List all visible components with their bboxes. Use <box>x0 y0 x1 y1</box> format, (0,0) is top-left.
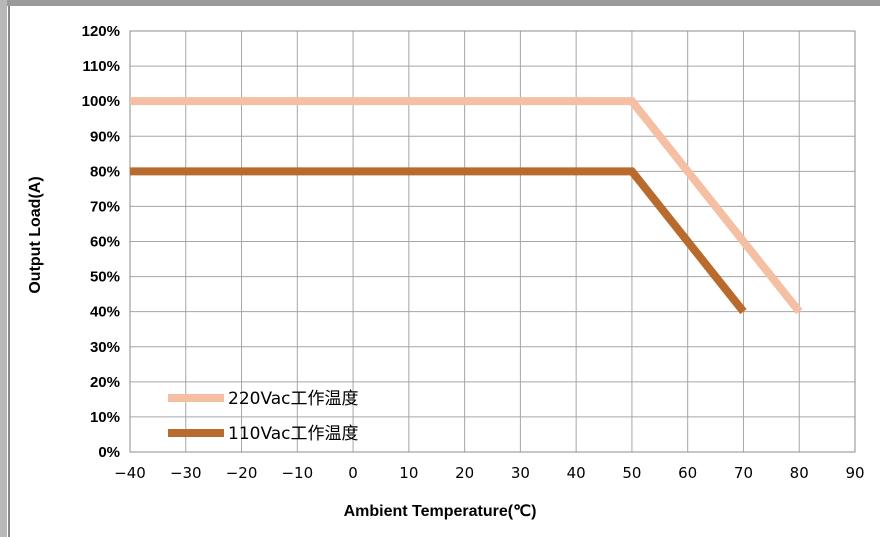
x-tick-label: −10 <box>281 464 313 482</box>
y-tick-label: 120% <box>82 23 120 40</box>
x-axis-title: Ambient Temperature(℃) <box>344 503 537 520</box>
x-tick-label: 30 <box>511 464 530 482</box>
series-line-220vac <box>130 97 803 315</box>
y-tick-label: 10% <box>90 409 120 426</box>
frame-left-border <box>0 0 7 537</box>
x-tick-label: 40 <box>567 464 586 482</box>
x-axis-ticks: −40 −30 −20 −10 0 10 20 30 40 50 60 70 80 90 <box>114 464 864 482</box>
x-tick-label: 10 <box>399 464 418 482</box>
x-tick-label: −40 <box>114 464 146 482</box>
legend-label-220vac: 220Vac工作温度 <box>228 389 359 409</box>
y-tick-label: 70% <box>90 198 120 215</box>
y-tick-label: 50% <box>90 269 120 286</box>
series-line-110vac <box>130 167 747 315</box>
y-tick-label: 60% <box>90 234 120 251</box>
y-axis-title: Output Load(A) <box>27 176 44 293</box>
x-tick-label: 60 <box>678 464 697 482</box>
y-tick-label: 0% <box>98 444 120 461</box>
y-tick-label: 100% <box>82 93 120 110</box>
frame-left-inner-border <box>8 6 10 537</box>
plot-area <box>129 30 856 453</box>
y-tick-label: 30% <box>90 339 120 356</box>
series-layer <box>130 97 803 315</box>
plot-border <box>129 30 856 453</box>
x-tick-label: 0 <box>348 464 358 482</box>
legend-label-110vac: 110Vac工作温度 <box>228 424 359 444</box>
y-tick-label: 90% <box>90 128 120 145</box>
frame-top-border <box>0 0 880 6</box>
legend: 220Vac工作温度 110Vac工作温度 <box>168 389 359 444</box>
x-tick-label: 70 <box>734 464 753 482</box>
x-tick-label: −30 <box>170 464 202 482</box>
y-tick-label: 110% <box>82 58 120 75</box>
y-tick-label: 20% <box>90 374 120 391</box>
x-tick-label: 50 <box>622 464 641 482</box>
x-tick-label: 20 <box>455 464 474 482</box>
x-tick-label: −20 <box>226 464 258 482</box>
y-tick-label: 80% <box>90 163 120 180</box>
x-tick-label: 80 <box>790 464 809 482</box>
y-tick-label: 40% <box>90 304 120 321</box>
y-axis-ticks: 0% 10% 20% 30% 40% 50% 60% 70% 80% 90% 100% 110% 120… <box>82 23 120 461</box>
x-tick-label: 90 <box>845 464 864 482</box>
